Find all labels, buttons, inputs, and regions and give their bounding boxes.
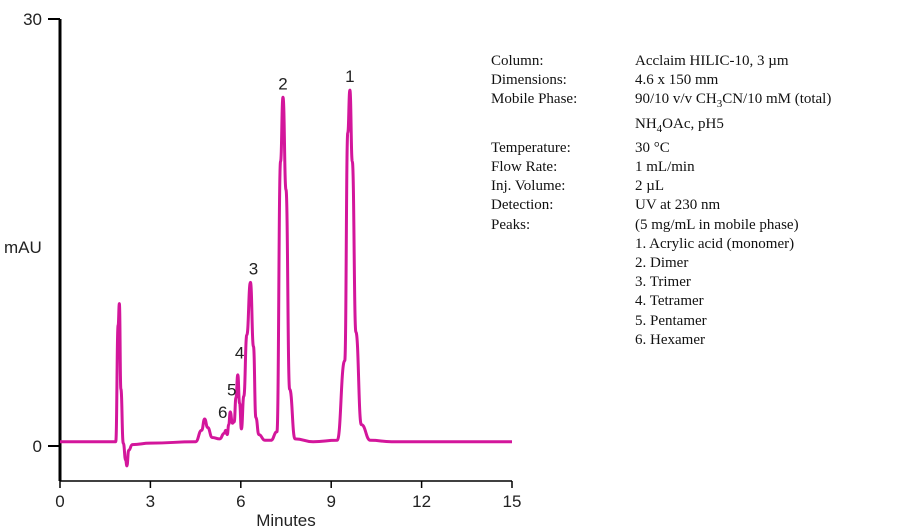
condition-label xyxy=(491,331,635,350)
condition-label xyxy=(491,115,635,139)
condition-row: Flow Rate: 1 mL/min xyxy=(491,158,831,177)
condition-row: Detection: UV at 230 nm xyxy=(491,196,831,215)
condition-value: 2 µL xyxy=(635,178,665,195)
x-tick-label: 0 xyxy=(55,492,64,511)
condition-value: 5. Pentamer xyxy=(635,312,707,329)
condition-label: Detection: xyxy=(491,197,554,214)
y-axis-label: mAU xyxy=(4,238,42,257)
x-tick-label: 12 xyxy=(412,492,431,511)
condition-value: 4. Tetramer xyxy=(635,293,704,310)
condition-value: 1. Acrylic acid (monomer) xyxy=(635,235,795,252)
condition-value: 30 °C xyxy=(635,139,670,156)
peak-label-6: 6 xyxy=(218,403,227,422)
condition-row: 3. Trimer xyxy=(491,273,831,292)
axes xyxy=(58,19,512,482)
method-conditions: Column: Acclaim HILIC-10, 3 µm Dimensions:… xyxy=(491,52,831,350)
condition-label xyxy=(491,292,635,311)
condition-label: Flow Rate: xyxy=(491,159,558,176)
condition-label: Peaks: xyxy=(491,216,531,233)
condition-value: (5 mg/mL in mobile phase) xyxy=(635,216,799,233)
x-tick-label: 15 xyxy=(503,492,522,511)
condition-label: Inj. Volume: xyxy=(491,178,566,195)
peak-label-2: 2 xyxy=(278,74,287,93)
condition-value: Acclaim HILIC-10, 3 µm xyxy=(635,53,789,69)
condition-label xyxy=(491,254,635,273)
peak-label-4: 4 xyxy=(235,343,244,362)
condition-value: 1 mL/min xyxy=(635,159,695,176)
condition-row: NH4OAc, pH5 xyxy=(491,115,831,139)
condition-label xyxy=(491,235,635,254)
x-axis-label: Minutes xyxy=(256,511,316,529)
peak-label-5: 5 xyxy=(227,380,236,399)
condition-row: 5. Pentamer xyxy=(491,312,831,331)
peak-labels: 1 2 3 4 56 xyxy=(218,67,355,422)
y-tick-label: 30 xyxy=(23,10,42,29)
condition-row: Temperature: 30 °C xyxy=(491,139,831,158)
condition-value: 4.6 x 150 mm xyxy=(635,72,719,89)
condition-value: UV at 230 nm xyxy=(635,197,721,214)
condition-value: 90/10 v/v CH3CN/10 mM (total) xyxy=(635,91,832,111)
condition-row: Peaks: (5 mg/mL in mobile phase) xyxy=(491,216,831,235)
condition-row: Column: Acclaim HILIC-10, 3 µm xyxy=(491,52,831,71)
condition-label xyxy=(491,273,635,292)
condition-row: 2. Dimer xyxy=(491,254,831,273)
x-tick-label: 9 xyxy=(326,492,335,511)
y-tick-label: 0 xyxy=(33,437,42,456)
peak-label-1: 1 xyxy=(345,67,354,86)
condition-row: Mobile Phase: 90/10 v/v CH3CN/10 mM (tota… xyxy=(491,90,831,114)
condition-value: 3. Trimer xyxy=(635,274,691,291)
condition-label: Column: xyxy=(491,53,544,69)
condition-value: NH4OAc, pH5 xyxy=(635,115,724,135)
condition-label xyxy=(491,312,635,331)
condition-value: 6. Hexamer xyxy=(635,331,705,348)
condition-row: Dimensions: 4.6 x 150 mm xyxy=(491,71,831,90)
condition-row: 1. Acrylic acid (monomer) xyxy=(491,235,831,254)
condition-row: Inj. Volume: 2 µL xyxy=(491,177,831,196)
peak-label-3: 3 xyxy=(249,259,258,278)
condition-row: 6. Hexamer xyxy=(491,331,831,350)
chromatogram-trace xyxy=(59,88,512,468)
condition-label: Mobile Phase: xyxy=(491,91,578,108)
condition-value: 2. Dimer xyxy=(635,255,689,272)
condition-label: Temperature: xyxy=(491,139,571,156)
x-tick-label: 6 xyxy=(236,492,245,511)
x-tick-label: 3 xyxy=(146,492,155,511)
condition-label: Dimensions: xyxy=(491,72,567,89)
condition-row: 4. Tetramer xyxy=(491,292,831,311)
